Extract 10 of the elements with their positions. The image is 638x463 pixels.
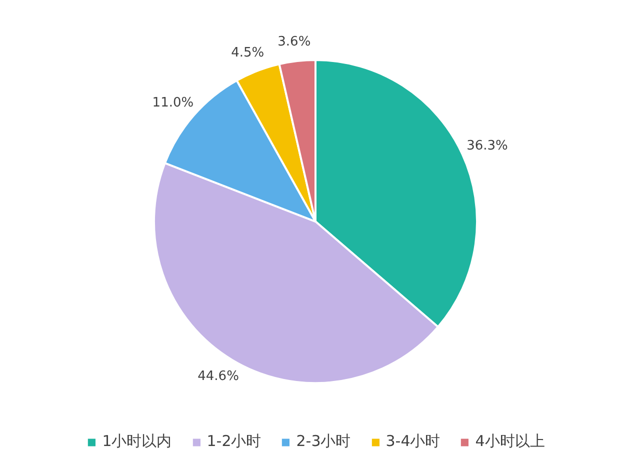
legend-label: 2-3小时 (296, 432, 351, 451)
legend-label: 4小时以上 (475, 432, 545, 451)
legend-label: 1-2小时 (206, 432, 262, 451)
data-label: 11.0% (152, 95, 194, 110)
data-label: 4.5% (231, 45, 264, 60)
data-label: 44.6% (198, 369, 239, 384)
data-label: 3.6% (278, 34, 311, 50)
legend-label: 1小时以内 (102, 432, 172, 451)
data-label: 36.3% (466, 138, 508, 154)
legend-label: 3-4小时 (386, 432, 440, 451)
